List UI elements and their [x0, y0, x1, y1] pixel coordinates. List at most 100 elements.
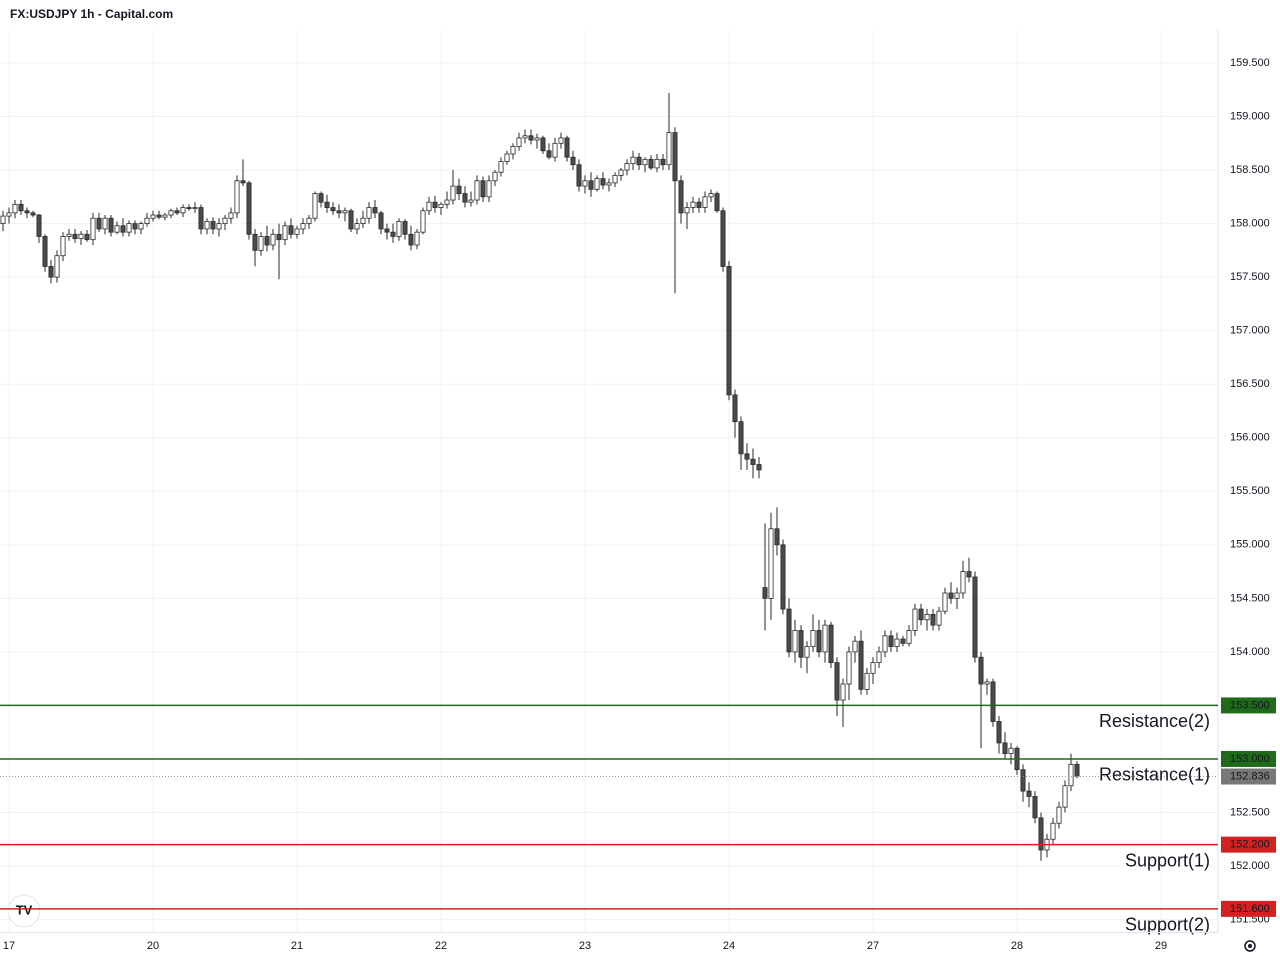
candle-body: [1032, 796, 1038, 819]
candle-body: [18, 203, 24, 212]
candle-body: [354, 223, 360, 230]
x-tick-label: 20: [147, 940, 159, 952]
level-badge: [1221, 900, 1276, 917]
candle-body: [792, 630, 798, 653]
candle-body: [816, 630, 822, 653]
candle-body: [150, 214, 156, 219]
candle-body: [978, 656, 984, 685]
candle-body: [60, 236, 66, 257]
candle-body: [834, 662, 840, 701]
candle-body: [84, 233, 90, 241]
candle-body: [258, 236, 264, 251]
candle-body: [462, 193, 468, 203]
candle-body: [330, 207, 336, 212]
candle-body: [552, 142, 558, 158]
x-tick-label: 17: [3, 940, 15, 952]
candle-body: [516, 137, 522, 147]
candle-body: [246, 182, 252, 235]
candle-body: [888, 635, 894, 647]
candle-body: [1056, 806, 1062, 824]
x-axis-band: [0, 932, 1218, 933]
candle-body: [564, 137, 570, 158]
candle-body: [138, 223, 144, 230]
y-tick-label: 155.500: [1230, 485, 1270, 497]
candle-body: [1002, 742, 1008, 755]
candle-body: [234, 180, 240, 214]
candle-body: [534, 137, 540, 141]
candle-body: [702, 196, 708, 208]
candle-body: [558, 137, 564, 144]
candle-body: [1008, 747, 1014, 755]
candle-body: [144, 217, 150, 224]
candle-body: [204, 221, 210, 230]
y-tick-label: 158.500: [1230, 164, 1270, 176]
candle-body: [996, 721, 1002, 744]
candle-body: [402, 221, 408, 235]
candle-body: [72, 233, 78, 239]
candle-body: [882, 635, 888, 653]
candle-body: [918, 608, 924, 621]
candle-body: [168, 210, 174, 216]
candle-body: [798, 630, 804, 658]
x-tick-label: 24: [723, 940, 735, 952]
candle-body: [870, 662, 876, 674]
candle-body: [360, 217, 366, 224]
candle-body: [762, 587, 768, 599]
candle-body: [456, 185, 462, 195]
candle-body: [174, 210, 180, 214]
candle-body: [864, 672, 870, 690]
candle-body: [660, 158, 666, 166]
candle-body: [444, 199, 450, 205]
candle-body: [678, 180, 684, 214]
candle-body: [120, 225, 126, 233]
candle-body: [450, 185, 456, 201]
candle-body: [306, 217, 312, 224]
candle-body: [12, 203, 18, 214]
candle-body: [90, 217, 96, 241]
candle-body: [348, 210, 354, 230]
candle-body: [636, 156, 642, 166]
candle-body: [984, 681, 990, 685]
candle-body: [66, 233, 72, 237]
last-price-badge: [1221, 768, 1276, 785]
settings-icon[interactable]: [1244, 940, 1256, 952]
x-tick-label: 23: [579, 940, 591, 952]
candle-body: [738, 421, 744, 455]
candle-body: [504, 153, 510, 162]
candle-body: [300, 223, 306, 230]
y-tick-label: 154.000: [1230, 646, 1270, 658]
candle-body: [858, 640, 864, 690]
svg-text:TV: TV: [16, 902, 33, 917]
candle-body: [0, 215, 6, 224]
candle-body: [162, 214, 168, 218]
candle-body: [216, 223, 222, 230]
candle-body: [42, 236, 48, 267]
candle-body: [486, 180, 492, 198]
candle-body: [570, 156, 576, 166]
level-badge: [1221, 836, 1276, 853]
candle-body: [906, 630, 912, 644]
candle-body: [324, 201, 330, 208]
candle-body: [672, 132, 678, 182]
level-name: Resistance(1): [1099, 765, 1210, 785]
candle-body: [756, 464, 762, 471]
candle-body: [822, 624, 828, 653]
candle-body: [186, 207, 192, 210]
candle-body: [270, 233, 276, 246]
candle-body: [48, 266, 54, 278]
level-label: 152.200: [1230, 839, 1270, 851]
y-tick-label: 152.500: [1230, 806, 1270, 818]
candle-body: [288, 225, 294, 235]
candle-body: [936, 610, 942, 626]
candle-body: [894, 638, 900, 647]
candle-body: [228, 212, 234, 219]
candle-body: [108, 217, 114, 233]
candle-body: [210, 221, 216, 230]
candle-body: [426, 201, 432, 212]
level-label: 151.600: [1230, 903, 1270, 915]
candle-body: [600, 178, 606, 186]
x-tick-label: 28: [1011, 940, 1023, 952]
candle-body: [540, 137, 546, 152]
y-tick-label: 154.500: [1230, 592, 1270, 604]
